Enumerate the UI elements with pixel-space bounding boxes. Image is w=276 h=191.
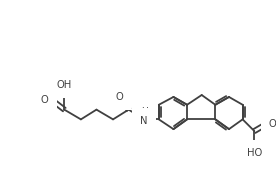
- Text: OH: OH: [57, 80, 72, 90]
- Text: O: O: [41, 95, 49, 105]
- Text: H: H: [141, 107, 148, 116]
- Text: O: O: [269, 119, 276, 129]
- Text: O: O: [115, 92, 123, 102]
- Text: N: N: [140, 116, 148, 126]
- Text: HO: HO: [247, 148, 262, 159]
